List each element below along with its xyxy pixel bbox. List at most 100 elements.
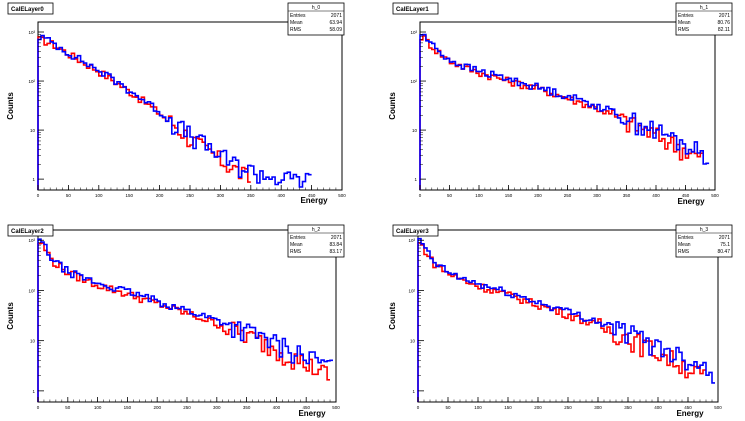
y-tick-label: 10 bbox=[412, 128, 418, 133]
plot-frame bbox=[419, 21, 716, 191]
stats-box bbox=[675, 2, 733, 36]
x-tick-label: 50 bbox=[66, 193, 72, 198]
x-tick-label: 500 bbox=[338, 193, 346, 198]
chart-title: CalELayer0 bbox=[11, 7, 44, 13]
stats-value: 82.11 bbox=[718, 27, 730, 33]
title-box bbox=[392, 2, 439, 15]
x-axis-label: Energy bbox=[677, 197, 705, 206]
x-tick-label: 150 bbox=[505, 193, 513, 198]
stats-label: RMS bbox=[290, 249, 302, 255]
x-tick-label: 0 bbox=[419, 193, 422, 198]
x-tick-label: 500 bbox=[332, 405, 340, 410]
x-tick-label: 300 bbox=[213, 405, 221, 410]
stats-label: Entries bbox=[290, 13, 306, 19]
x-tick-label: 150 bbox=[125, 193, 133, 198]
stats-value: 75.1 bbox=[720, 242, 730, 248]
plot-frame bbox=[37, 21, 343, 191]
y-axis-label: Counts bbox=[388, 302, 397, 330]
x-tick-label: 100 bbox=[474, 405, 482, 410]
stats-value: 2071 bbox=[331, 13, 342, 19]
x-axis-label: Energy bbox=[298, 409, 326, 418]
stats-value: 2071 bbox=[719, 13, 730, 19]
stats-label: Mean bbox=[290, 20, 303, 26]
x-tick-label: 0 bbox=[37, 405, 40, 410]
x-tick-label: 450 bbox=[308, 193, 316, 198]
stats-value: 2071 bbox=[331, 235, 342, 241]
chart-panel-3: 0 50 100 150 200 250 300 350 400 450 500 1 10 10² 10³ E… bbox=[388, 224, 733, 418]
chart-panel-1: 0 50 100 150 200 250 300 350 400 450 500 1 10 10² 10³ E… bbox=[388, 2, 733, 206]
x-tick-label: 250 bbox=[564, 405, 572, 410]
stats-label: Entries bbox=[678, 235, 694, 241]
y-tick-label: 10² bbox=[28, 79, 35, 84]
stats-value: 80.47 bbox=[717, 249, 730, 255]
y-tick-label: 1 bbox=[32, 177, 35, 182]
chart-panel-2: 0 50 100 150 200 250 300 350 400 450 500 1 10 10² 10³ E… bbox=[6, 224, 345, 418]
y-tick-label: 1 bbox=[414, 177, 417, 182]
x-tick-label: 400 bbox=[277, 193, 285, 198]
y-tick-label: 1 bbox=[412, 389, 415, 394]
x-tick-label: 200 bbox=[534, 193, 542, 198]
x-tick-label: 500 bbox=[714, 405, 722, 410]
x-tick-label: 150 bbox=[124, 405, 132, 410]
x-tick-label: 250 bbox=[564, 193, 572, 198]
x-tick-label: 100 bbox=[475, 193, 483, 198]
x-tick-label: 200 bbox=[156, 193, 164, 198]
x-tick-label: 400 bbox=[652, 193, 660, 198]
x-axis-label: Energy bbox=[300, 196, 328, 205]
y-tick-label: 10³ bbox=[408, 238, 415, 243]
stats-value: 83.84 bbox=[329, 242, 342, 248]
x-tick-label: 200 bbox=[153, 405, 161, 410]
stats-title: h_2 bbox=[312, 227, 321, 233]
y-tick-label: 10² bbox=[410, 79, 417, 84]
x-tick-label: 450 bbox=[684, 405, 692, 410]
stats-title: h_1 bbox=[700, 5, 709, 11]
x-tick-label: 450 bbox=[682, 193, 690, 198]
stats-label: Entries bbox=[678, 13, 694, 19]
y-tick-label: 10 bbox=[30, 128, 36, 133]
stats-label: Mean bbox=[678, 20, 691, 26]
series-1-line bbox=[37, 238, 333, 402]
chart-title: CalELayer1 bbox=[396, 7, 429, 13]
stats-label: RMS bbox=[678, 249, 690, 255]
title-box bbox=[392, 224, 439, 237]
y-tick-label: 10² bbox=[28, 288, 35, 293]
y-tick-label: 10³ bbox=[28, 238, 35, 243]
x-tick-label: 450 bbox=[302, 405, 310, 410]
x-tick-label: 50 bbox=[445, 405, 451, 410]
series-1-line bbox=[37, 34, 312, 190]
x-tick-label: 400 bbox=[273, 405, 281, 410]
x-tick-label: 0 bbox=[37, 193, 40, 198]
series-1-line bbox=[419, 33, 710, 190]
chart-title: CalELayer3 bbox=[396, 229, 429, 235]
x-tick-label: 0 bbox=[417, 405, 420, 410]
chart-title: CalELayer2 bbox=[11, 229, 44, 235]
stats-value: 83.17 bbox=[329, 249, 342, 255]
x-tick-label: 350 bbox=[247, 193, 255, 198]
y-tick-label: 1 bbox=[32, 389, 35, 394]
x-tick-label: 50 bbox=[447, 193, 453, 198]
x-tick-label: 300 bbox=[593, 193, 601, 198]
x-tick-label: 150 bbox=[504, 405, 512, 410]
x-tick-label: 350 bbox=[623, 193, 631, 198]
stats-box bbox=[675, 224, 733, 258]
stats-label: RMS bbox=[290, 27, 302, 33]
y-tick-label: 10³ bbox=[28, 30, 35, 35]
x-tick-label: 500 bbox=[711, 193, 719, 198]
x-tick-label: 50 bbox=[65, 405, 71, 410]
x-tick-label: 250 bbox=[186, 193, 194, 198]
stats-box bbox=[287, 224, 345, 258]
y-axis-label: Counts bbox=[6, 302, 15, 330]
y-tick-label: 10² bbox=[408, 288, 415, 293]
stats-value: 58.09 bbox=[329, 27, 342, 33]
x-tick-label: 200 bbox=[534, 405, 542, 410]
y-tick-label: 10³ bbox=[410, 30, 417, 35]
stats-label: Mean bbox=[678, 242, 691, 248]
stats-value: 63.94 bbox=[329, 20, 342, 26]
plot-frame bbox=[37, 229, 337, 403]
x-tick-label: 350 bbox=[624, 405, 632, 410]
y-axis-label: Counts bbox=[6, 92, 15, 120]
stats-label: Mean bbox=[290, 242, 303, 248]
y-tick-label: 10 bbox=[410, 339, 416, 344]
x-axis-label: Energy bbox=[676, 409, 704, 418]
